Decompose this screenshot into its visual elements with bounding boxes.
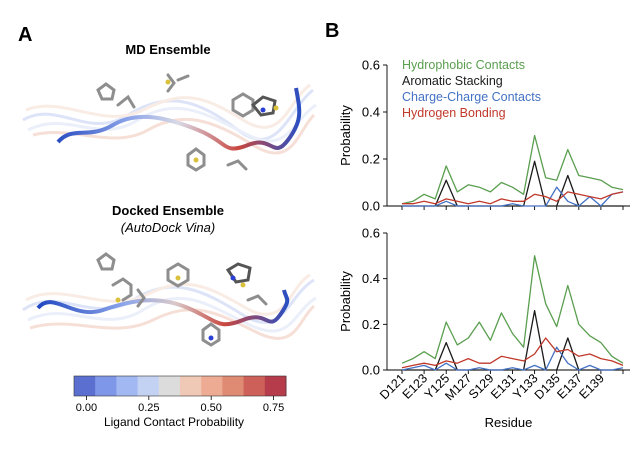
md-ensemble-image xyxy=(22,73,317,172)
md-main-ribbon xyxy=(56,87,302,151)
docked-atoms xyxy=(115,275,246,341)
x-tick-label: E139 xyxy=(576,371,607,402)
md-atoms xyxy=(165,79,279,163)
legend-entry: Hydrogen Bonding xyxy=(402,106,506,120)
series-line-charge-charge-contacts xyxy=(402,186,624,207)
chart-top: 0.0 0.2 0.4 0.6 Probability Hydrophobic Conta… xyxy=(338,58,630,214)
md-ensemble-title: MD Ensemble xyxy=(125,42,211,57)
x-tick-label: E137 xyxy=(554,371,585,402)
docked-ensemble-image xyxy=(22,252,317,347)
docked-ensemble-subtitle: (AutoDock Vina) xyxy=(120,220,216,235)
y-tick-label: 0.4 xyxy=(362,271,380,286)
legend-entry: Hydrophobic Contacts xyxy=(402,58,525,72)
colorbar-swatch xyxy=(243,376,266,396)
colorbar-tick-label: 0.50 xyxy=(200,402,221,414)
colorbar-swatch xyxy=(158,376,181,396)
colorbar-swatch xyxy=(116,376,139,396)
colorbar-tick-label: 0.00 xyxy=(76,402,97,414)
x-tick-label: S129 xyxy=(466,371,497,402)
y-tick-label: 0.4 xyxy=(362,105,380,120)
colorbar-swatch xyxy=(95,376,117,396)
series-line-hydrophobic-contacts xyxy=(401,255,624,364)
x-tick-label: E131 xyxy=(488,371,519,402)
series-line-charge-charge-contacts xyxy=(401,346,624,371)
series-line-hydrogen-bonding xyxy=(401,337,624,369)
colorbar-tick-label: 0.25 xyxy=(138,402,159,414)
colorbar-swatch xyxy=(180,376,202,396)
legend-entry: Aromatic Stacking xyxy=(402,74,503,88)
y-tick-label: 0.6 xyxy=(362,226,380,241)
colorbar-swatch xyxy=(264,376,287,396)
docked-ligand-sticks xyxy=(96,252,268,347)
colorbar-swatch xyxy=(201,376,223,396)
colorbar-frame xyxy=(73,375,287,397)
colorbar-swatch xyxy=(74,376,96,396)
y-axis-label: Probability xyxy=(338,271,353,332)
series-line-hydrogen-bonding xyxy=(402,191,624,205)
x-axis-label: Residue xyxy=(485,415,533,430)
y-tick-label: 0.6 xyxy=(362,58,380,73)
y-tick-label: 0.2 xyxy=(362,317,380,332)
x-tick-label: E123 xyxy=(400,371,431,402)
y-tick-label: 0.0 xyxy=(362,363,380,378)
series-line-aromatic-stacking xyxy=(402,309,623,371)
series-line-aromatic-stacking xyxy=(402,160,623,207)
chart-bottom: 0.00.20.40.6ProbabilityD121E123Y125M127S… xyxy=(338,226,630,430)
panel-a-label: A xyxy=(18,24,33,46)
y-tick-label: 0.2 xyxy=(362,152,380,167)
panel-b-label: B xyxy=(325,20,340,42)
y-tick-label: 0.0 xyxy=(362,199,380,214)
md-faded-strands xyxy=(22,83,317,155)
colorbar: 0.00 0.25 0.50 0.75 xyxy=(73,375,287,414)
colorbar-tick-label: 0.75 xyxy=(263,402,284,414)
series-line-hydrophobic-contacts xyxy=(401,134,624,205)
colorbar-swatch xyxy=(222,376,245,396)
colorbar-swatch xyxy=(137,376,160,396)
colorbar-label: Ligand Contact Probability xyxy=(103,415,245,429)
docked-main-ribbon xyxy=(36,289,290,327)
docked-ensemble-title: Docked Ensemble xyxy=(112,203,224,218)
y-axis-label: Probability xyxy=(338,105,353,166)
legend-entry: Charge-Charge Contacts xyxy=(402,90,541,104)
